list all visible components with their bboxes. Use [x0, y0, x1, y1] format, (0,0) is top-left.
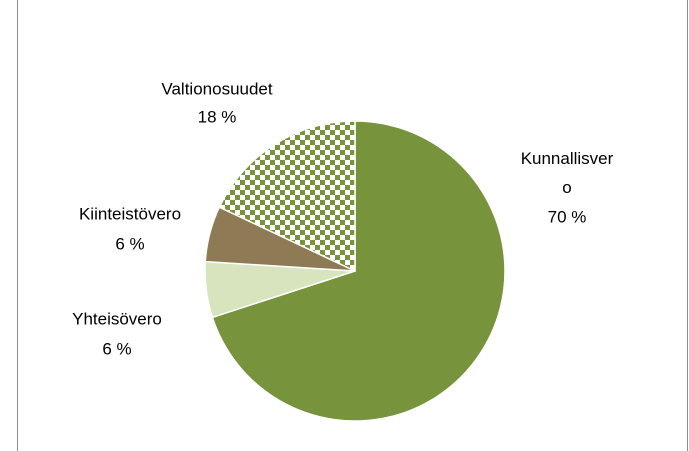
slice-label: Kiinteistövero: [79, 204, 181, 223]
slice-label: Valtionosuudet: [161, 79, 272, 98]
chart-frame: [17, 0, 688, 451]
slice-label: Kunnallisver o: [521, 149, 614, 197]
pie-slice: [218, 120, 356, 273]
value-label: 6 %: [102, 339, 131, 358]
slice-label: Yhteisövero: [72, 309, 162, 328]
value-label: 18 %: [198, 107, 237, 126]
pie-slice: [211, 120, 506, 422]
value-label: 6 %: [115, 234, 144, 253]
value-label: 70 %: [548, 207, 587, 226]
